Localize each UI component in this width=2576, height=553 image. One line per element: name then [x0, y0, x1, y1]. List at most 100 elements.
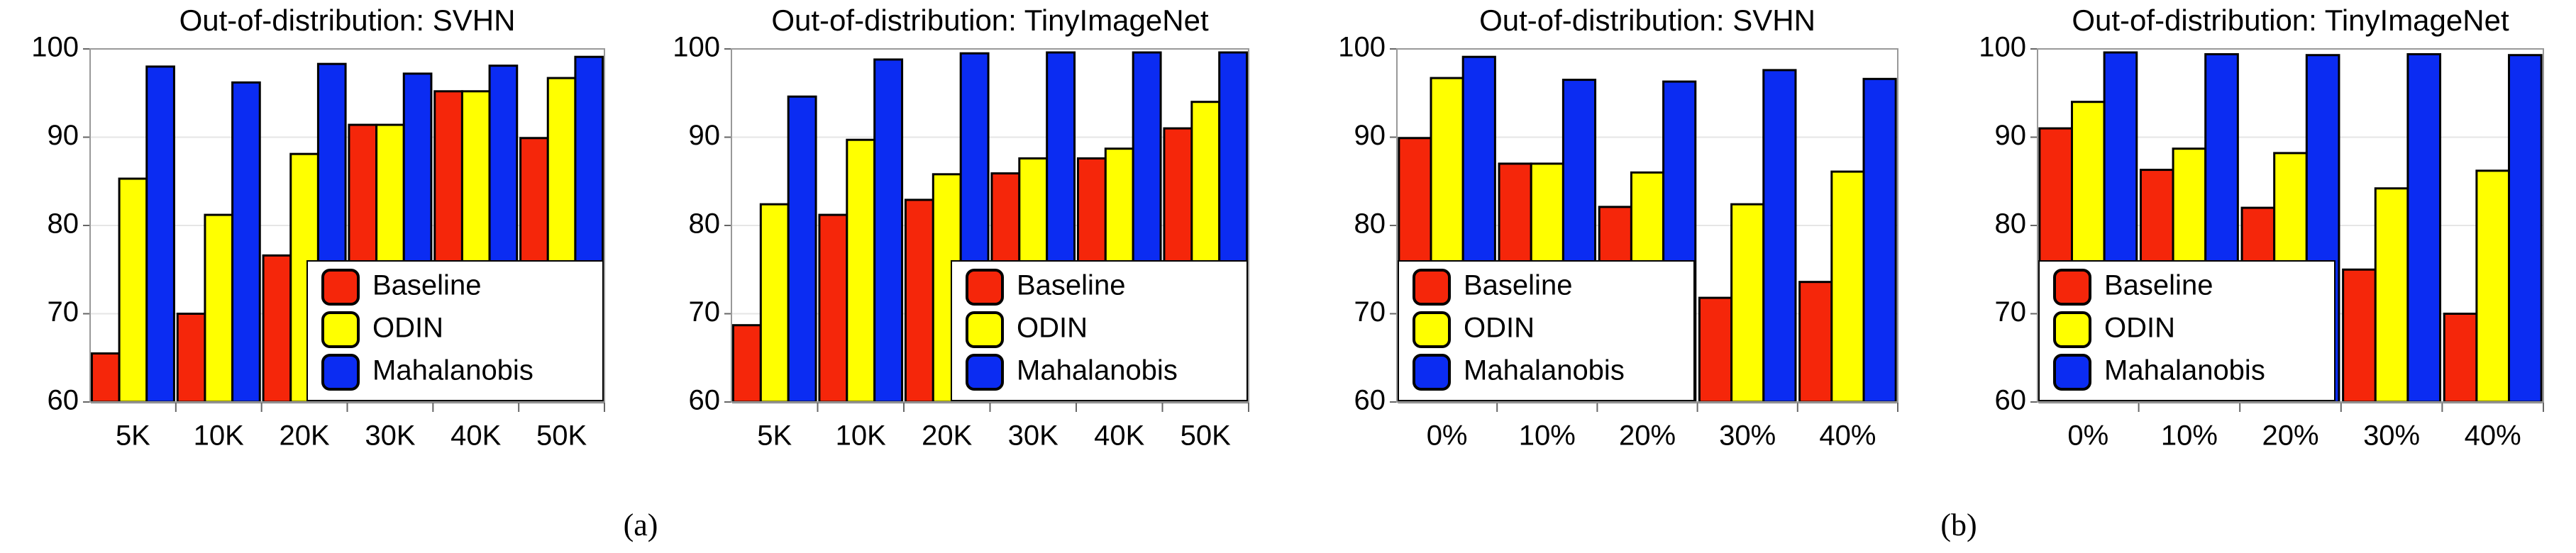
bar: [1762, 69, 1797, 403]
x-tick-label: 40K: [450, 420, 501, 452]
x-tick-label: 50K: [536, 420, 587, 452]
legend-label: Mahalanobis: [372, 355, 534, 386]
legend-swatch: [2053, 311, 2091, 348]
y-tick-label: 70: [1995, 296, 2027, 328]
x-tick-label: 30%: [2363, 420, 2420, 452]
x-tick-label: 20%: [2262, 420, 2318, 452]
y-tick-label: 80: [1995, 208, 2027, 240]
x-tick-label: 10K: [194, 420, 244, 452]
legend-swatch: [321, 311, 360, 348]
x-tick-label: 40%: [1819, 420, 1876, 452]
x-tick-label: 0%: [1427, 420, 1468, 452]
x-tick-label: 30%: [1719, 420, 1776, 452]
y-tick-label: 90: [48, 120, 79, 151]
x-tick-label: 10%: [1519, 420, 1576, 452]
y-tick-label: 60: [689, 385, 721, 416]
x-tick-label: 10%: [2161, 420, 2218, 452]
bar: [231, 81, 261, 403]
legend-label: Baseline: [1017, 270, 1125, 301]
legend-label: ODIN: [372, 313, 443, 344]
y-tick-label: 70: [1354, 296, 1386, 328]
legend-label: Mahalanobis: [2104, 355, 2265, 386]
bar: [731, 324, 762, 403]
chart: Out-of-distribution: TinyImageNet 60 70 80 9…: [1979, 4, 2544, 452]
x-tick-label: 20K: [922, 420, 972, 452]
y-tick-label: 100: [1338, 32, 1386, 63]
plot-frame: [2037, 48, 2544, 403]
bar: [2443, 313, 2478, 403]
chart: Out-of-distribution: TinyImageNet 60 70 80 9…: [673, 4, 1249, 452]
legend-swatch: [966, 269, 1004, 306]
legend-swatch: [966, 354, 1004, 391]
bar: [2342, 268, 2377, 403]
plot-frame: [1396, 48, 1898, 403]
bar: [873, 58, 904, 403]
bar: [787, 95, 817, 403]
legend-swatch: [966, 311, 1004, 348]
x-tick-label: 40K: [1094, 420, 1144, 452]
y-tick-label: 90: [1995, 120, 2027, 151]
chart-title: Out-of-distribution: SVHN: [179, 4, 516, 37]
bar: [204, 213, 234, 403]
y-tick-label: 70: [689, 296, 721, 328]
legend-label: Baseline: [1464, 270, 1572, 301]
x-tick-label: 10K: [836, 420, 886, 452]
y-tick-label: 90: [689, 120, 721, 151]
chart-title: Out-of-distribution: TinyImageNet: [2072, 4, 2509, 37]
caption: (a): [624, 508, 658, 542]
x-tick-label: 20%: [1619, 420, 1676, 452]
x-tick-label: 30K: [1008, 420, 1058, 452]
y-tick-label: 100: [31, 32, 79, 63]
x-tick-label: 0%: [2067, 420, 2108, 452]
bar: [818, 213, 848, 403]
bar: [262, 254, 292, 403]
legend-swatch: [1413, 354, 1451, 391]
bar: [1798, 281, 1833, 403]
y-tick-label: 80: [1354, 208, 1386, 240]
bar: [1730, 203, 1765, 403]
y-tick-label: 60: [48, 385, 79, 416]
legend-label: Baseline: [372, 270, 481, 301]
y-tick-label: 100: [673, 32, 720, 63]
bar: [176, 313, 206, 403]
legend-swatch: [1413, 311, 1451, 348]
legend-swatch: [321, 269, 360, 306]
plot-frame: [89, 48, 605, 403]
bar: [145, 65, 175, 403]
y-tick-label: 80: [689, 208, 721, 240]
legend-label: ODIN: [2104, 313, 2175, 344]
legend-swatch: [321, 354, 360, 391]
caption: (b): [1940, 508, 1977, 542]
x-tick-label: 30K: [365, 420, 415, 452]
y-tick-label: 100: [1979, 32, 2026, 63]
bar: [90, 352, 121, 403]
chart: Out-of-distribution: SVHN 60 70 80 90 100 5K 10…: [31, 4, 605, 452]
bar: [1830, 170, 1865, 403]
bar: [759, 203, 790, 403]
plot-frame: [731, 48, 1249, 403]
legend-label: Mahalanobis: [1464, 355, 1625, 386]
x-tick-label: 5K: [757, 420, 792, 452]
legend-swatch: [2053, 354, 2091, 391]
legend-swatch: [1413, 269, 1451, 306]
x-tick-label: 20K: [279, 420, 329, 452]
legend-label: ODIN: [1017, 313, 1088, 344]
bar: [2475, 169, 2511, 403]
legend-swatch: [2053, 269, 2091, 306]
legend-label: Mahalanobis: [1017, 355, 1178, 386]
bar: [1862, 77, 1897, 403]
bar: [118, 177, 148, 403]
chart-title: Out-of-distribution: SVHN: [1479, 4, 1815, 37]
y-tick-label: 70: [48, 296, 79, 328]
chart: Out-of-distribution: SVHN 60 70 80 90 100 0% 10…: [1338, 4, 1898, 452]
x-tick-label: 40%: [2465, 420, 2521, 452]
legend-label: ODIN: [1464, 313, 1535, 344]
bar: [846, 138, 876, 403]
legend-label: Baseline: [2104, 270, 2213, 301]
y-tick-label: 60: [1354, 385, 1386, 416]
x-tick-label: 50K: [1181, 420, 1231, 452]
bar: [2508, 54, 2543, 403]
y-tick-label: 80: [48, 208, 79, 240]
